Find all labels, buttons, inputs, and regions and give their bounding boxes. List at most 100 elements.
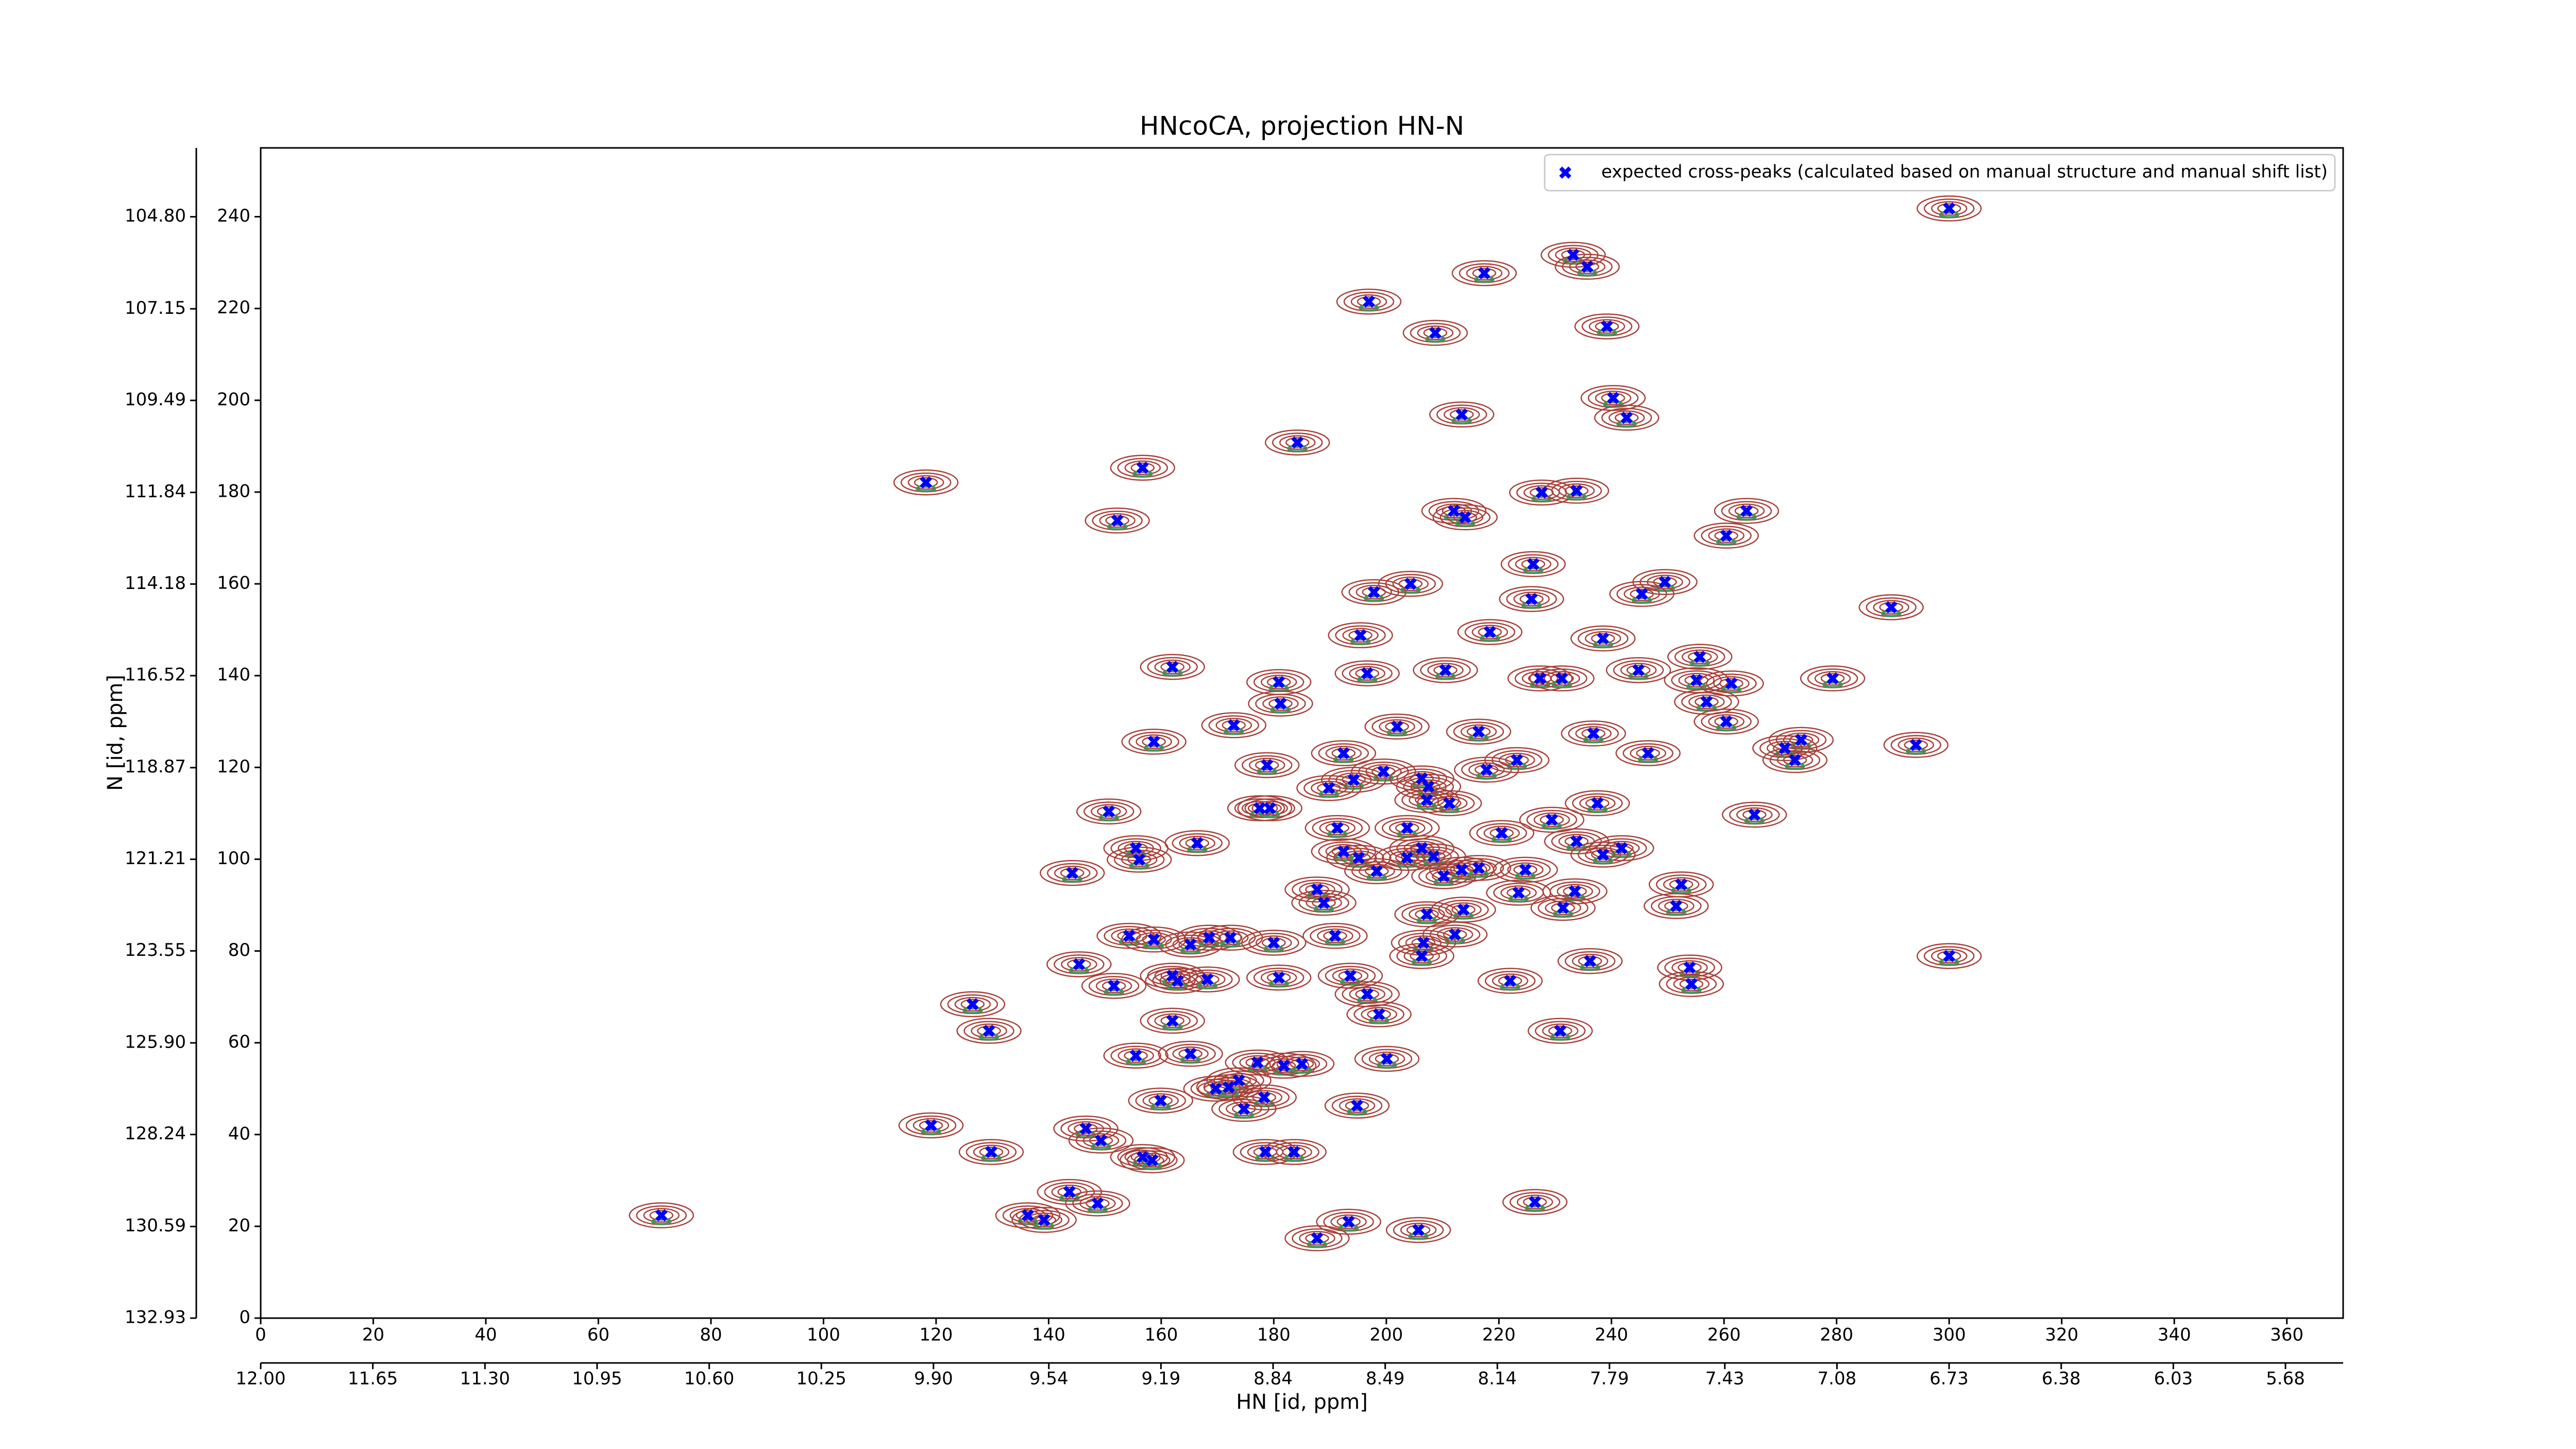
- peak-contour: [1469, 820, 1535, 846]
- peak-contour-inner: [916, 485, 937, 493]
- y-tick-label: 60: [228, 1032, 250, 1052]
- x2-tick-label: 9.19: [1142, 1369, 1181, 1389]
- peak-contour-inner: [1453, 912, 1474, 920]
- cross-peak: [1740, 504, 1753, 517]
- cross-peak: [1529, 1195, 1541, 1208]
- peak-contour: [1814, 671, 1851, 686]
- peak-contour: [912, 1118, 950, 1133]
- peak-contour-inner: [1187, 846, 1208, 853]
- cross-peak: [1073, 958, 1086, 971]
- peak-contour: [1140, 654, 1205, 680]
- x-tick-label: 140: [1032, 1325, 1065, 1345]
- peak-contour: [1191, 930, 1227, 945]
- peak-contour: [1136, 932, 1172, 947]
- peak-contour-inner: [1180, 1056, 1201, 1064]
- cross-peak: [1519, 864, 1532, 876]
- x-tick-label: 60: [587, 1325, 609, 1345]
- peak-contour: [1768, 727, 1834, 753]
- peak-contour: [1673, 976, 1710, 991]
- cross-peak: [1166, 1015, 1179, 1027]
- cross-peak: [985, 1145, 997, 1158]
- peak-contour: [1226, 1101, 1262, 1117]
- peak-contour: [1682, 649, 1718, 664]
- x2-tick-label: 7.79: [1590, 1369, 1629, 1389]
- cross-peak: [1311, 883, 1324, 896]
- peak-contour: [1091, 804, 1127, 819]
- cross-peak: [1361, 988, 1374, 1001]
- peak-contour: [1471, 625, 1509, 639]
- plot-frame: [260, 147, 2344, 1319]
- peak-contour-inner: [1270, 706, 1291, 714]
- legend-marker: [1559, 166, 1571, 179]
- peak-contour: [1446, 855, 1512, 881]
- cross-peak: [1137, 461, 1149, 474]
- cross-peak: [1511, 754, 1523, 766]
- cross-peak: [1778, 742, 1791, 754]
- peak-contour-inner: [1611, 851, 1632, 858]
- cross-peak: [1227, 719, 1240, 732]
- peak-contour: [1054, 865, 1091, 881]
- peak-contour-inner: [1736, 513, 1757, 521]
- peak-contour: [1128, 1087, 1194, 1114]
- cross-peak: [1079, 1122, 1092, 1135]
- peak-contour-inner: [1162, 1023, 1183, 1031]
- y2-tick-label: 125.90: [125, 1032, 186, 1052]
- peak-contour: [1565, 790, 1630, 817]
- x-tick-label: 80: [700, 1325, 722, 1345]
- peak-contour: [1291, 889, 1357, 916]
- peak-contour-inner: [1476, 772, 1497, 780]
- peak-contour: [1212, 930, 1249, 945]
- cross-peak: [1420, 794, 1433, 806]
- peak-contour: [1284, 876, 1350, 903]
- peak-contour: [1468, 762, 1505, 777]
- peak-contour: [1095, 978, 1132, 993]
- x2-tick-label: 10.25: [796, 1369, 846, 1389]
- peak-contour-inner: [1098, 814, 1120, 821]
- peak-contour: [1515, 557, 1552, 572]
- peak-contour: [1713, 676, 1750, 691]
- cross-peak: [1022, 1209, 1034, 1222]
- x2-tick-label: 7.08: [1818, 1369, 1857, 1389]
- peak-contour: [1306, 895, 1342, 911]
- peak-contour: [1533, 812, 1570, 828]
- peak-contour: [1574, 313, 1640, 340]
- cross-peak: [1171, 974, 1184, 987]
- x-tick-label: 40: [474, 1325, 497, 1345]
- x2-tick-label: 6.38: [2042, 1369, 2081, 1389]
- peak-contour-inner: [1822, 681, 1843, 688]
- x2-tick-label: 10.60: [684, 1369, 734, 1389]
- y-tick-label: 240: [217, 206, 250, 226]
- peak-contour-inner: [1939, 211, 1960, 218]
- peak-contour: [1519, 806, 1585, 833]
- y2-tick-label: 132.93: [125, 1307, 186, 1328]
- peak-contour: [1134, 1153, 1171, 1168]
- peak-contour: [1261, 1139, 1327, 1165]
- peak-contour: [1545, 900, 1582, 916]
- peak-contour: [1037, 1178, 1103, 1205]
- cross-peak: [655, 1209, 668, 1222]
- cross-peak: [1361, 667, 1374, 680]
- peak-contour: [1317, 963, 1383, 989]
- peak-contour: [1776, 752, 1814, 768]
- x2-tick-label: 11.30: [460, 1369, 510, 1389]
- peak-contour-inner: [1784, 763, 1805, 770]
- peak-contour: [1211, 1096, 1277, 1122]
- peak-contour-inner: [1386, 729, 1408, 737]
- cross-peak: [1658, 576, 1671, 588]
- peak-contour: [1451, 260, 1517, 287]
- peak-contour: [1688, 694, 1725, 710]
- peak-contour-inner: [978, 1033, 999, 1041]
- peak-contour-inner: [1506, 763, 1528, 770]
- peak-contour: [1556, 884, 1594, 899]
- peak-contour-inner: [1563, 257, 1584, 265]
- peak-contour-inner: [1566, 493, 1587, 501]
- cross-peak: [1636, 587, 1648, 600]
- y-tick-label: 20: [228, 1215, 250, 1236]
- cross-peak: [1484, 626, 1496, 638]
- x-tick-label: 180: [1257, 1325, 1291, 1345]
- peak-contour: [1389, 835, 1454, 862]
- peak-contour: [1421, 498, 1487, 524]
- peak-contour: [1752, 735, 1818, 762]
- peak-contour-inner: [1366, 873, 1387, 881]
- peak-contour-inner: [1721, 686, 1742, 694]
